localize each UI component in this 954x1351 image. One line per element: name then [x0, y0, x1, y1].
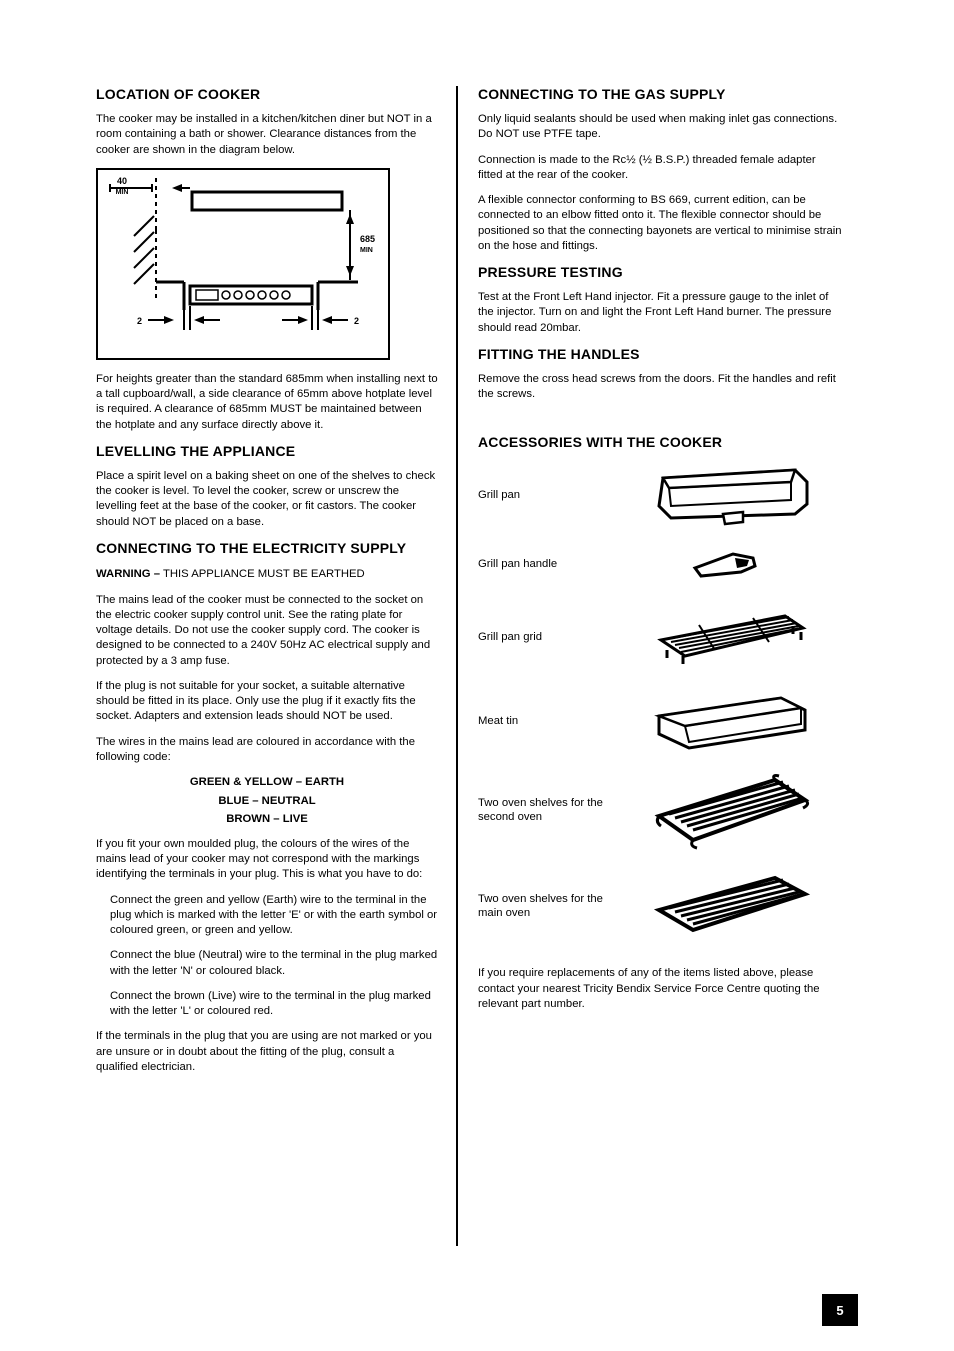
- svg-text:685: 685: [360, 234, 375, 244]
- handles-p: Remove the cross head screws from the do…: [478, 372, 842, 403]
- main-oven-shelf-icon: [618, 864, 842, 948]
- accessory-grill-handle: Grill pan handle: [478, 540, 842, 588]
- clearance-diagram: 40 MIN 685 MIN: [96, 168, 390, 360]
- electric-p2: If the plug is not suitable for your soc…: [96, 679, 438, 725]
- section-title-electric: CONNECTING TO THE ELECTRICITY SUPPLY: [96, 540, 438, 558]
- electric-p3: The wires in the mains lead are coloured…: [96, 735, 438, 766]
- left-column: LOCATION OF COOKER The cooker may be ins…: [96, 86, 456, 1246]
- columns: LOCATION OF COOKER The cooker may be ins…: [96, 86, 858, 1246]
- accessory-grill-pan: Grill pan: [478, 460, 842, 530]
- svg-text:40: 40: [117, 176, 127, 186]
- clearance-svg: 40 MIN 685 MIN: [98, 170, 388, 358]
- accessory-label: Grill pan: [478, 488, 618, 503]
- levelling-paragraph: Place a spirit level on a baking sheet o…: [96, 469, 438, 530]
- electric-p1: The mains lead of the cooker must be con…: [96, 593, 438, 669]
- grill-handle-icon: [618, 540, 842, 588]
- warning-text: THIS APPLIANCE MUST BE EARTHED: [163, 568, 365, 580]
- grill-grid-icon: [618, 598, 842, 676]
- svg-text:2: 2: [137, 316, 142, 326]
- meat-tin-icon: [618, 686, 842, 756]
- grill-pan-icon: [618, 460, 842, 530]
- section-title-handles: FITTING THE HANDLES: [478, 346, 842, 362]
- electric-bullet1: Connect the green and yellow (Earth) wir…: [96, 893, 438, 939]
- accessory-label: Meat tin: [478, 714, 618, 729]
- warning-label: WARNING –: [96, 568, 160, 580]
- svg-text:2: 2: [354, 316, 359, 326]
- electric-bullet3: Connect the brown (Live) wire to the ter…: [96, 989, 438, 1020]
- accessory-label: Grill pan handle: [478, 557, 618, 572]
- section-title-levelling: LEVELLING THE APPLIANCE: [96, 443, 438, 459]
- electric-bullet2: Connect the blue (Neutral) wire to the t…: [96, 948, 438, 979]
- location-paragraph: The cooker may be installed in a kitchen…: [96, 112, 438, 158]
- electric-warning: WARNING – THIS APPLIANCE MUST BE EARTHED: [96, 567, 438, 582]
- accessory-label: Two oven shelves for the main oven: [478, 892, 618, 921]
- right-column: CONNECTING TO THE GAS SUPPLY Only liquid…: [458, 86, 842, 1246]
- svg-text:MIN: MIN: [360, 247, 373, 254]
- page-container: LOCATION OF COOKER The cooker may be ins…: [96, 86, 858, 1286]
- accessory-main-oven-shelves: Two oven shelves for the main oven: [478, 864, 842, 948]
- accessory-label: Two oven shelves for the second oven: [478, 796, 618, 825]
- section-title-pressure: PRESSURE TESTING: [478, 264, 842, 280]
- page-number: 5: [836, 1303, 843, 1318]
- accessory-grill-grid: Grill pan grid: [478, 598, 842, 676]
- accessory-second-oven-shelves: Two oven shelves for the second oven: [478, 766, 842, 854]
- electric-p5: If the terminals in the plug that you ar…: [96, 1029, 438, 1075]
- accessory-label: Grill pan grid: [478, 630, 618, 645]
- page-number-badge: 5: [822, 1294, 858, 1326]
- gas-p1: Only liquid sealants should be used when…: [478, 112, 842, 143]
- accessories-list: Grill pan Grill pan handle: [478, 460, 842, 948]
- wire-live: BROWN – LIVE: [96, 812, 438, 827]
- svg-text:MIN: MIN: [116, 189, 129, 196]
- clearance-note: For heights greater than the standard 68…: [96, 372, 438, 433]
- wire-neutral: BLUE – NEUTRAL: [96, 794, 438, 809]
- gas-p3: A flexible connector conforming to BS 66…: [478, 193, 842, 254]
- gas-p2: Connection is made to the Rc½ (½ B.S.P.)…: [478, 153, 842, 184]
- pressure-p: Test at the Front Left Hand injector. Fi…: [478, 290, 842, 336]
- replacement-note: If you require replacements of any of th…: [478, 966, 842, 1012]
- section-title-accessories: ACCESSORIES WITH THE COOKER: [478, 434, 842, 450]
- section-title-location: LOCATION OF COOKER: [96, 86, 438, 102]
- section-title-gas: CONNECTING TO THE GAS SUPPLY: [478, 86, 842, 102]
- accessory-meat-tin: Meat tin: [478, 686, 842, 756]
- wire-earth: GREEN & YELLOW – EARTH: [96, 775, 438, 790]
- electric-p4: If you fit your own moulded plug, the co…: [96, 837, 438, 883]
- second-oven-shelf-icon: [618, 766, 842, 854]
